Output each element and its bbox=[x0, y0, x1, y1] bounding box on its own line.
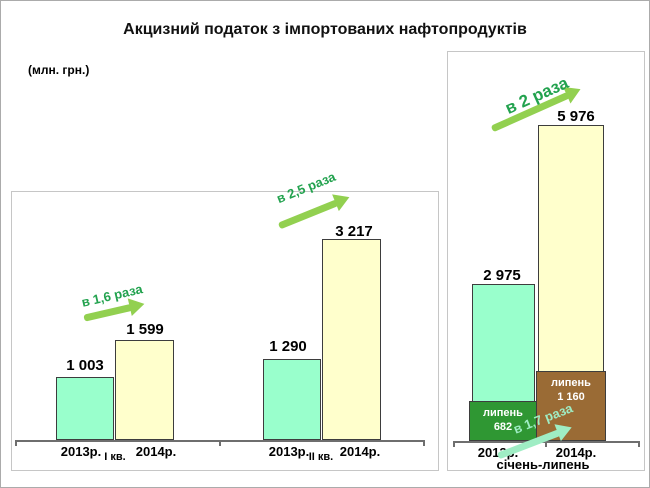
bar-2013-q2 bbox=[263, 359, 321, 440]
bar-2014-q2 bbox=[322, 239, 381, 440]
category-2013-q1: 2013р. bbox=[60, 444, 102, 459]
category-2014-jan-jul: 2014р. bbox=[555, 445, 597, 460]
unit-label: (млн. грн.) bbox=[28, 63, 90, 77]
value-label-2014-jan-jul: 5 976 bbox=[557, 108, 595, 125]
axis-tick bbox=[545, 441, 547, 447]
group-label-q1: I кв. bbox=[104, 451, 126, 463]
axis-tick bbox=[453, 441, 455, 447]
group-label-q2: II кв. bbox=[308, 451, 334, 463]
july-label-2014: липень bbox=[551, 377, 591, 389]
bar-2013-q1 bbox=[56, 377, 114, 440]
bar-july-2013: липень 682 bbox=[469, 401, 537, 441]
july-label-2013: липень bbox=[483, 407, 523, 419]
value-label-2014-q2: 3 217 bbox=[335, 223, 373, 240]
axis-tick bbox=[15, 440, 17, 446]
value-label-2014-q1: 1 599 bbox=[126, 321, 164, 338]
category-2014-q1: 2014р. bbox=[135, 444, 177, 459]
bar-july-2014: липень 1 160 bbox=[536, 371, 606, 441]
bar-2014-q1 bbox=[115, 340, 174, 440]
page-title: Акцизний податок з імпортованих нафтопро… bbox=[123, 21, 527, 38]
value-label-2013-q1: 1 003 bbox=[66, 357, 104, 374]
axis-tick bbox=[638, 441, 640, 447]
value-label-2013-q2: 1 290 bbox=[269, 338, 307, 355]
axis-tick bbox=[219, 440, 221, 446]
category-2013-q2: 2013р. bbox=[268, 444, 310, 459]
value-label-2013-jan-jul: 2 975 bbox=[483, 267, 521, 284]
category-2014-q2: 2014р. bbox=[339, 444, 381, 459]
axis-tick bbox=[423, 440, 425, 446]
july-value-2013: 682 bbox=[493, 421, 513, 433]
group-label-jan-jul: січень-липень bbox=[496, 457, 590, 472]
july-value-2014: 1 160 bbox=[557, 391, 585, 403]
